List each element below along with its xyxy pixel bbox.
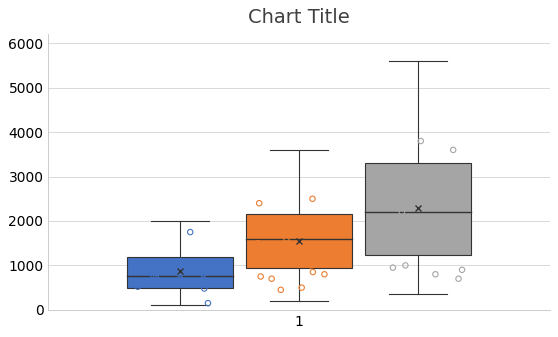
Point [416, 139, 425, 144]
Bar [127, 256, 233, 288]
Point [149, 274, 158, 279]
Bar [246, 214, 352, 268]
Point [328, 218, 337, 224]
Point [397, 209, 406, 215]
Point [388, 265, 397, 270]
Point [198, 278, 207, 284]
Point [401, 263, 410, 268]
Point [133, 284, 142, 289]
Point [432, 174, 441, 179]
Point [431, 272, 440, 277]
Point [132, 261, 141, 266]
Point [397, 241, 406, 246]
Bar [365, 163, 470, 255]
Point [449, 147, 458, 153]
Point [435, 247, 444, 252]
Point [140, 267, 148, 273]
Point [186, 229, 195, 235]
Point [320, 272, 329, 277]
Point [176, 276, 185, 281]
Point [216, 263, 225, 268]
Point [256, 227, 264, 233]
Point [204, 301, 213, 306]
Point [301, 254, 310, 259]
Point [267, 276, 276, 281]
Point [458, 245, 466, 250]
Point [334, 232, 343, 237]
Point [458, 267, 466, 273]
Point [297, 285, 306, 290]
Point [381, 236, 390, 241]
Point [200, 286, 209, 291]
Point [187, 280, 196, 286]
Point [177, 258, 186, 264]
Title: Chart Title: Chart Title [248, 8, 350, 27]
Point [146, 269, 155, 275]
Point [403, 218, 412, 224]
Point [327, 223, 336, 228]
Point [276, 287, 285, 293]
Point [401, 187, 410, 192]
Point [151, 275, 160, 280]
Point [256, 274, 265, 279]
Point [282, 236, 291, 241]
Point [255, 201, 264, 206]
Point [199, 272, 208, 277]
Point [307, 263, 316, 268]
Point [192, 265, 201, 270]
Point [309, 269, 318, 275]
Point [254, 241, 263, 246]
Point [308, 196, 317, 202]
Point [454, 276, 463, 281]
